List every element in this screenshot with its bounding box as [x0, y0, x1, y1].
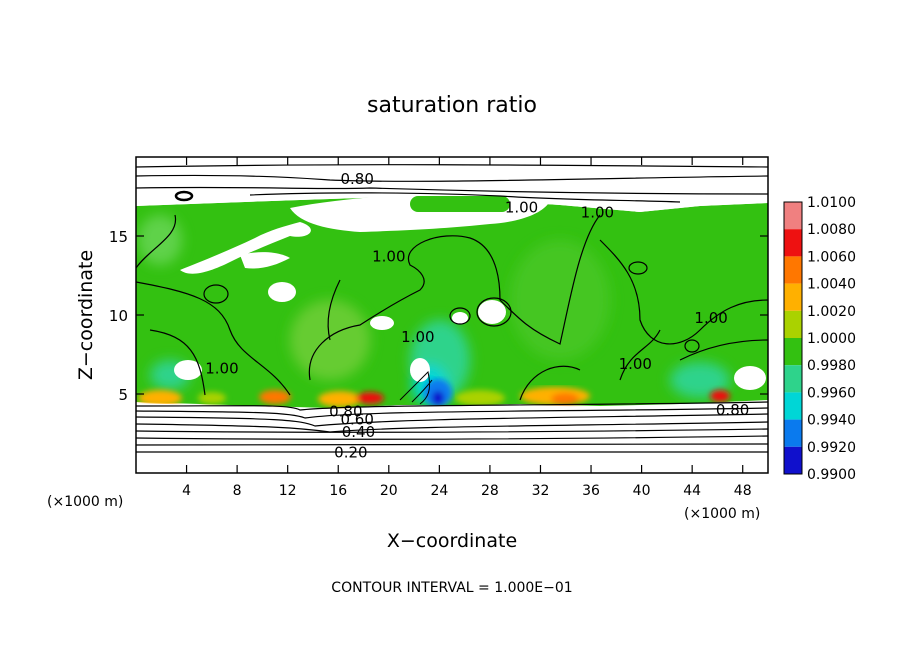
field-patches	[138, 215, 730, 405]
x-tick-label: 48	[734, 483, 752, 499]
contour-label: 1.00	[401, 328, 434, 346]
colorbar-label: 1.0040	[807, 277, 856, 293]
contour-label: 1.00	[694, 309, 727, 327]
contour-labels: 0.80 1.00 1.00 1.00 1.00 1.00 1.00 1.00 0.80 0.80…	[205, 170, 749, 461]
plot-area: 0.80 1.00 1.00 1.00 1.00 1.00 1.00 1.00 0.80 0.80…	[136, 157, 768, 473]
contour-label: 0.80	[340, 170, 373, 188]
colorbar-swatch	[784, 283, 802, 311]
x-unit-left: (×1000 m)	[47, 494, 123, 510]
x-tick-label: 36	[582, 483, 600, 499]
contour-label: 0.20	[334, 443, 367, 461]
x-tick-label: 40	[633, 483, 651, 499]
contour-lines	[136, 164, 768, 453]
colorbar-label: 1.0020	[807, 304, 856, 320]
colorbar-label: 1.0060	[807, 249, 856, 265]
colorbar-swatch	[784, 446, 802, 474]
cloud-top-patch	[410, 196, 510, 212]
x-tick-label: 12	[279, 483, 297, 499]
contour-label: 1.00	[205, 360, 238, 378]
colorbar-label: 0.9900	[807, 467, 856, 483]
x-tick-label: 32	[532, 483, 550, 499]
x-tick-label: 20	[380, 483, 398, 499]
colorbar-label: 1.0100	[807, 195, 856, 211]
colorbar: 1.0100 1.0080 1.0060 1.0040 1.0020 1.0000 0.99…	[783, 195, 856, 483]
y-tick-label: 10	[109, 307, 128, 325]
contour-label: 0.80	[716, 401, 749, 419]
chart-title: saturation ratio	[367, 93, 537, 118]
contour-label: 1.00	[619, 355, 652, 373]
x-tick-label: 4	[182, 483, 191, 499]
colorbar-swatch	[784, 419, 802, 447]
colorbar-label: 1.0080	[807, 222, 856, 238]
contour-label: 0.60	[340, 410, 373, 428]
colorbar-label: 0.9960	[807, 385, 856, 401]
x-tick-label: 16	[329, 483, 347, 499]
contour-label: 0.40	[342, 423, 375, 441]
x-axis-label: X−coordinate	[387, 530, 517, 552]
x-tick-label: 24	[430, 483, 448, 499]
y-axis-label: Z−coordinate	[75, 250, 97, 380]
y-tick-label: 5	[118, 386, 128, 404]
x-axis: 4 8 12 16 20 24 28 32 36 40 44 48	[182, 157, 752, 499]
surface-band	[138, 387, 730, 407]
contour-label: 1.00	[505, 199, 538, 217]
y-tick-label: 15	[109, 228, 128, 246]
colorbar-swatch	[784, 365, 802, 393]
contour-label: 1.00	[581, 203, 614, 221]
colorbar-swatch	[784, 392, 802, 420]
colorbar-label: 0.9920	[807, 440, 856, 456]
colorbar-swatch	[784, 202, 802, 230]
colorbar-frame	[783, 201, 803, 475]
unsaturated-regions	[136, 157, 768, 473]
colorbar-label: 1.0000	[807, 331, 856, 347]
y-axis: 5 10 15	[109, 228, 768, 404]
x-unit-right: (×1000 m)	[684, 506, 760, 522]
contour-label: 0.80	[329, 402, 362, 420]
contour-interval-note: CONTOUR INTERVAL = 1.000E−01	[331, 580, 572, 596]
colorbar-swatch	[784, 229, 802, 257]
colorbar-swatch	[784, 256, 802, 284]
colorbar-label: 0.9980	[807, 358, 856, 374]
x-tick-label: 28	[481, 483, 499, 499]
downdraft-patch	[424, 379, 452, 407]
colorbar-label: 0.9940	[807, 413, 856, 429]
colorbar-swatch	[784, 338, 802, 366]
x-tick-label: 8	[233, 483, 242, 499]
x-tick-label: 44	[683, 483, 701, 499]
colorbar-swatch	[784, 310, 802, 338]
contour-label: 1.00	[372, 248, 405, 266]
